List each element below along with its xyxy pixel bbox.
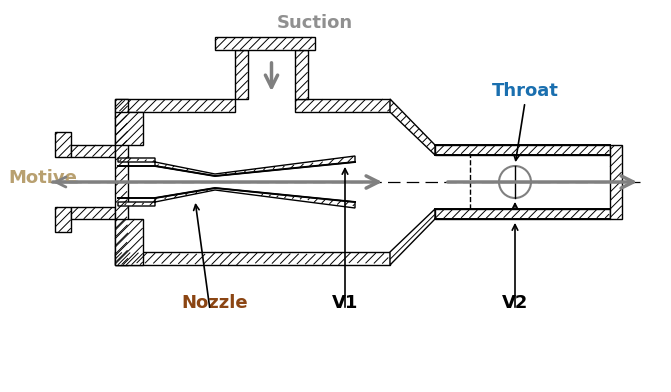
Polygon shape <box>215 37 315 50</box>
Text: V2: V2 <box>502 294 528 312</box>
Polygon shape <box>118 156 355 176</box>
Polygon shape <box>71 207 115 219</box>
Polygon shape <box>55 132 71 157</box>
Polygon shape <box>390 209 435 265</box>
Text: Motive: Motive <box>8 169 77 187</box>
Polygon shape <box>71 145 115 157</box>
Polygon shape <box>435 209 610 219</box>
Polygon shape <box>118 188 355 208</box>
Text: V1: V1 <box>332 294 358 312</box>
Polygon shape <box>115 99 235 112</box>
Polygon shape <box>115 219 143 265</box>
Polygon shape <box>435 145 610 155</box>
Text: Nozzle: Nozzle <box>182 294 248 312</box>
Polygon shape <box>55 207 71 232</box>
Polygon shape <box>115 99 128 265</box>
Text: Suction: Suction <box>276 14 353 32</box>
Polygon shape <box>115 112 143 145</box>
Polygon shape <box>235 50 248 99</box>
Polygon shape <box>390 99 435 155</box>
Text: Throat: Throat <box>492 82 558 100</box>
Polygon shape <box>295 50 308 99</box>
Polygon shape <box>610 145 622 219</box>
Polygon shape <box>115 252 390 265</box>
Polygon shape <box>295 99 390 112</box>
